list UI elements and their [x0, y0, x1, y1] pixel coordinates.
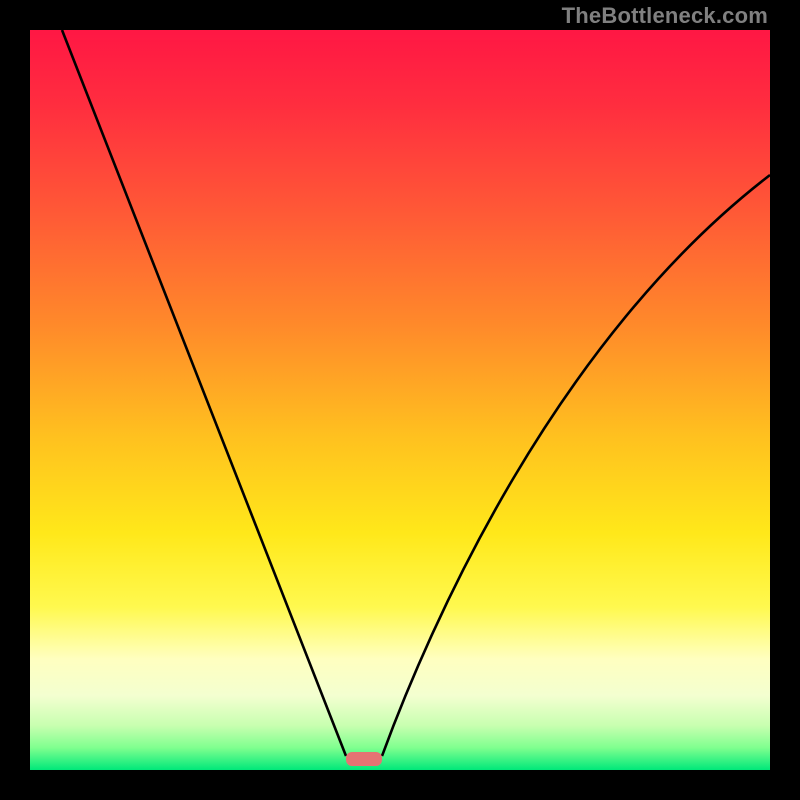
plot-background	[30, 30, 770, 770]
chart-svg	[0, 0, 800, 800]
watermark-text: TheBottleneck.com	[562, 3, 768, 29]
bottleneck-marker	[346, 752, 382, 766]
